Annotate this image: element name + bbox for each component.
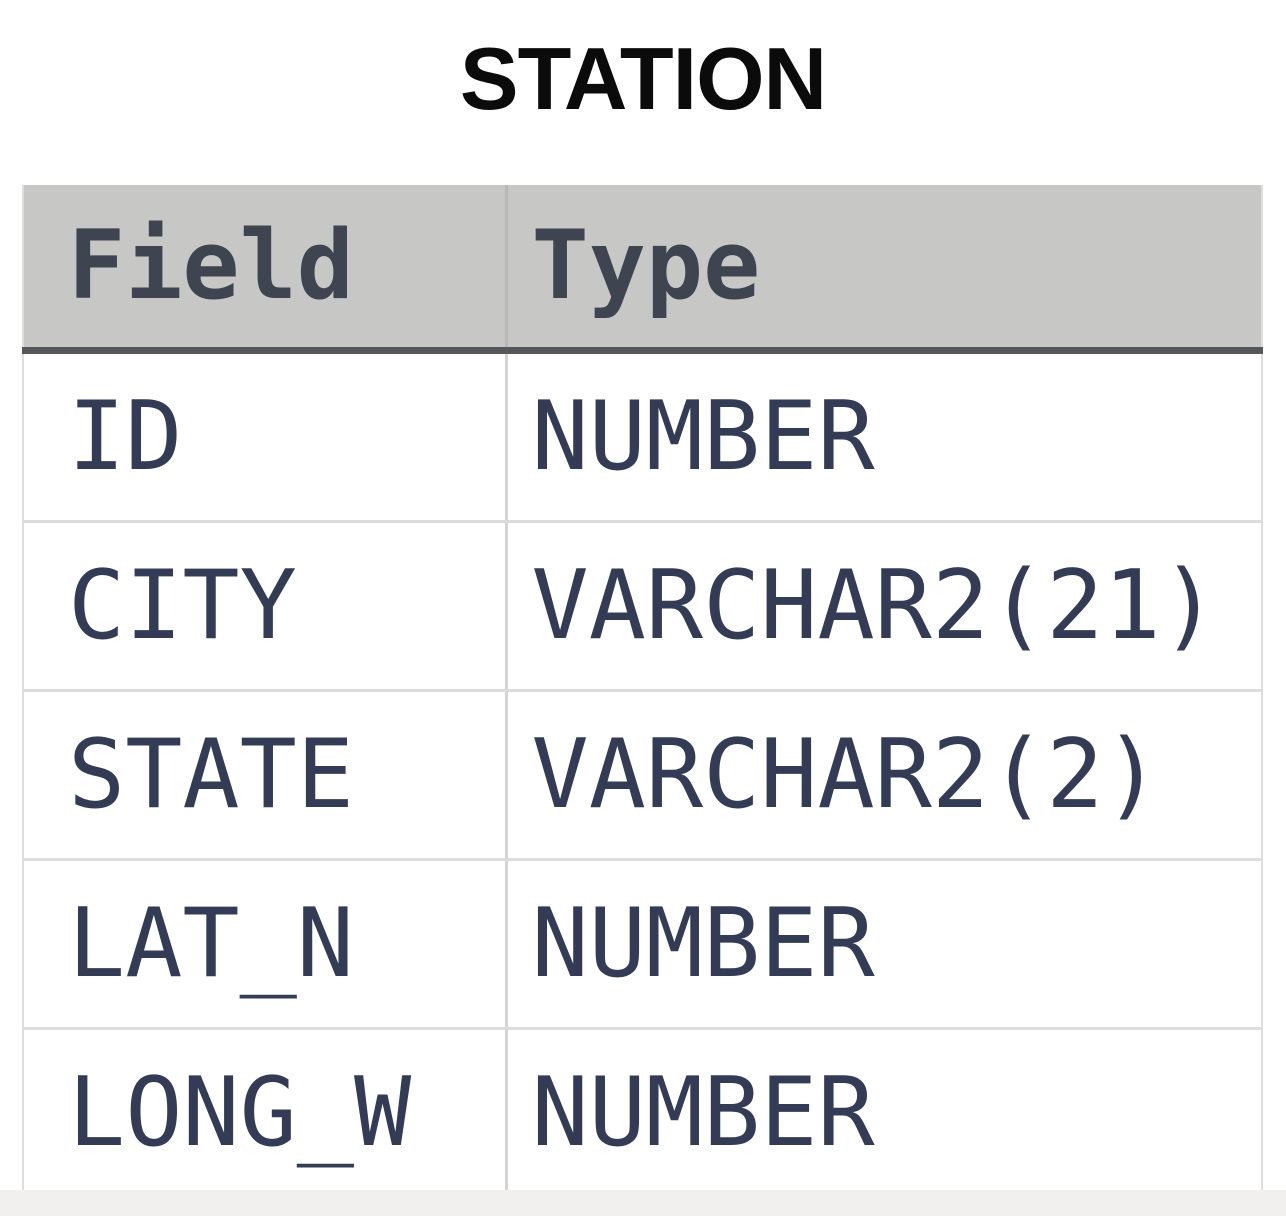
field-cell: STATE	[23, 690, 506, 861]
table-title: STATION	[459, 29, 827, 128]
column-header-type: Type	[504, 185, 1262, 354]
field-cell: LAT_N	[23, 859, 506, 1030]
type-cell: VARCHAR2(2)	[504, 690, 1262, 861]
table-row: ID NUMBER	[23, 350, 1262, 523]
schema-table: Field Type ID NUMBER CITY VARCHAR2(21) STATE…	[22, 185, 1263, 1199]
header-row: Field Type	[23, 185, 1262, 354]
type-cell: NUMBER	[504, 859, 1262, 1030]
table-row: LAT_N NUMBER	[23, 859, 1262, 1030]
table-row: LONG_W NUMBER	[23, 1028, 1262, 1199]
table-row: CITY VARCHAR2(21)	[23, 521, 1262, 692]
table-body: ID NUMBER CITY VARCHAR2(21) STATE VARCHAR2(2)…	[23, 350, 1262, 1199]
table-row: STATE VARCHAR2(2)	[23, 690, 1262, 861]
type-cell: VARCHAR2(21)	[504, 521, 1262, 692]
field-cell: ID	[23, 350, 506, 523]
field-cell: LONG_W	[23, 1028, 506, 1199]
bottom-edge-strip	[0, 1190, 1286, 1216]
field-cell: CITY	[23, 521, 506, 692]
type-cell: NUMBER	[504, 1028, 1262, 1199]
type-cell: NUMBER	[504, 350, 1262, 523]
column-header-field: Field	[23, 185, 506, 354]
